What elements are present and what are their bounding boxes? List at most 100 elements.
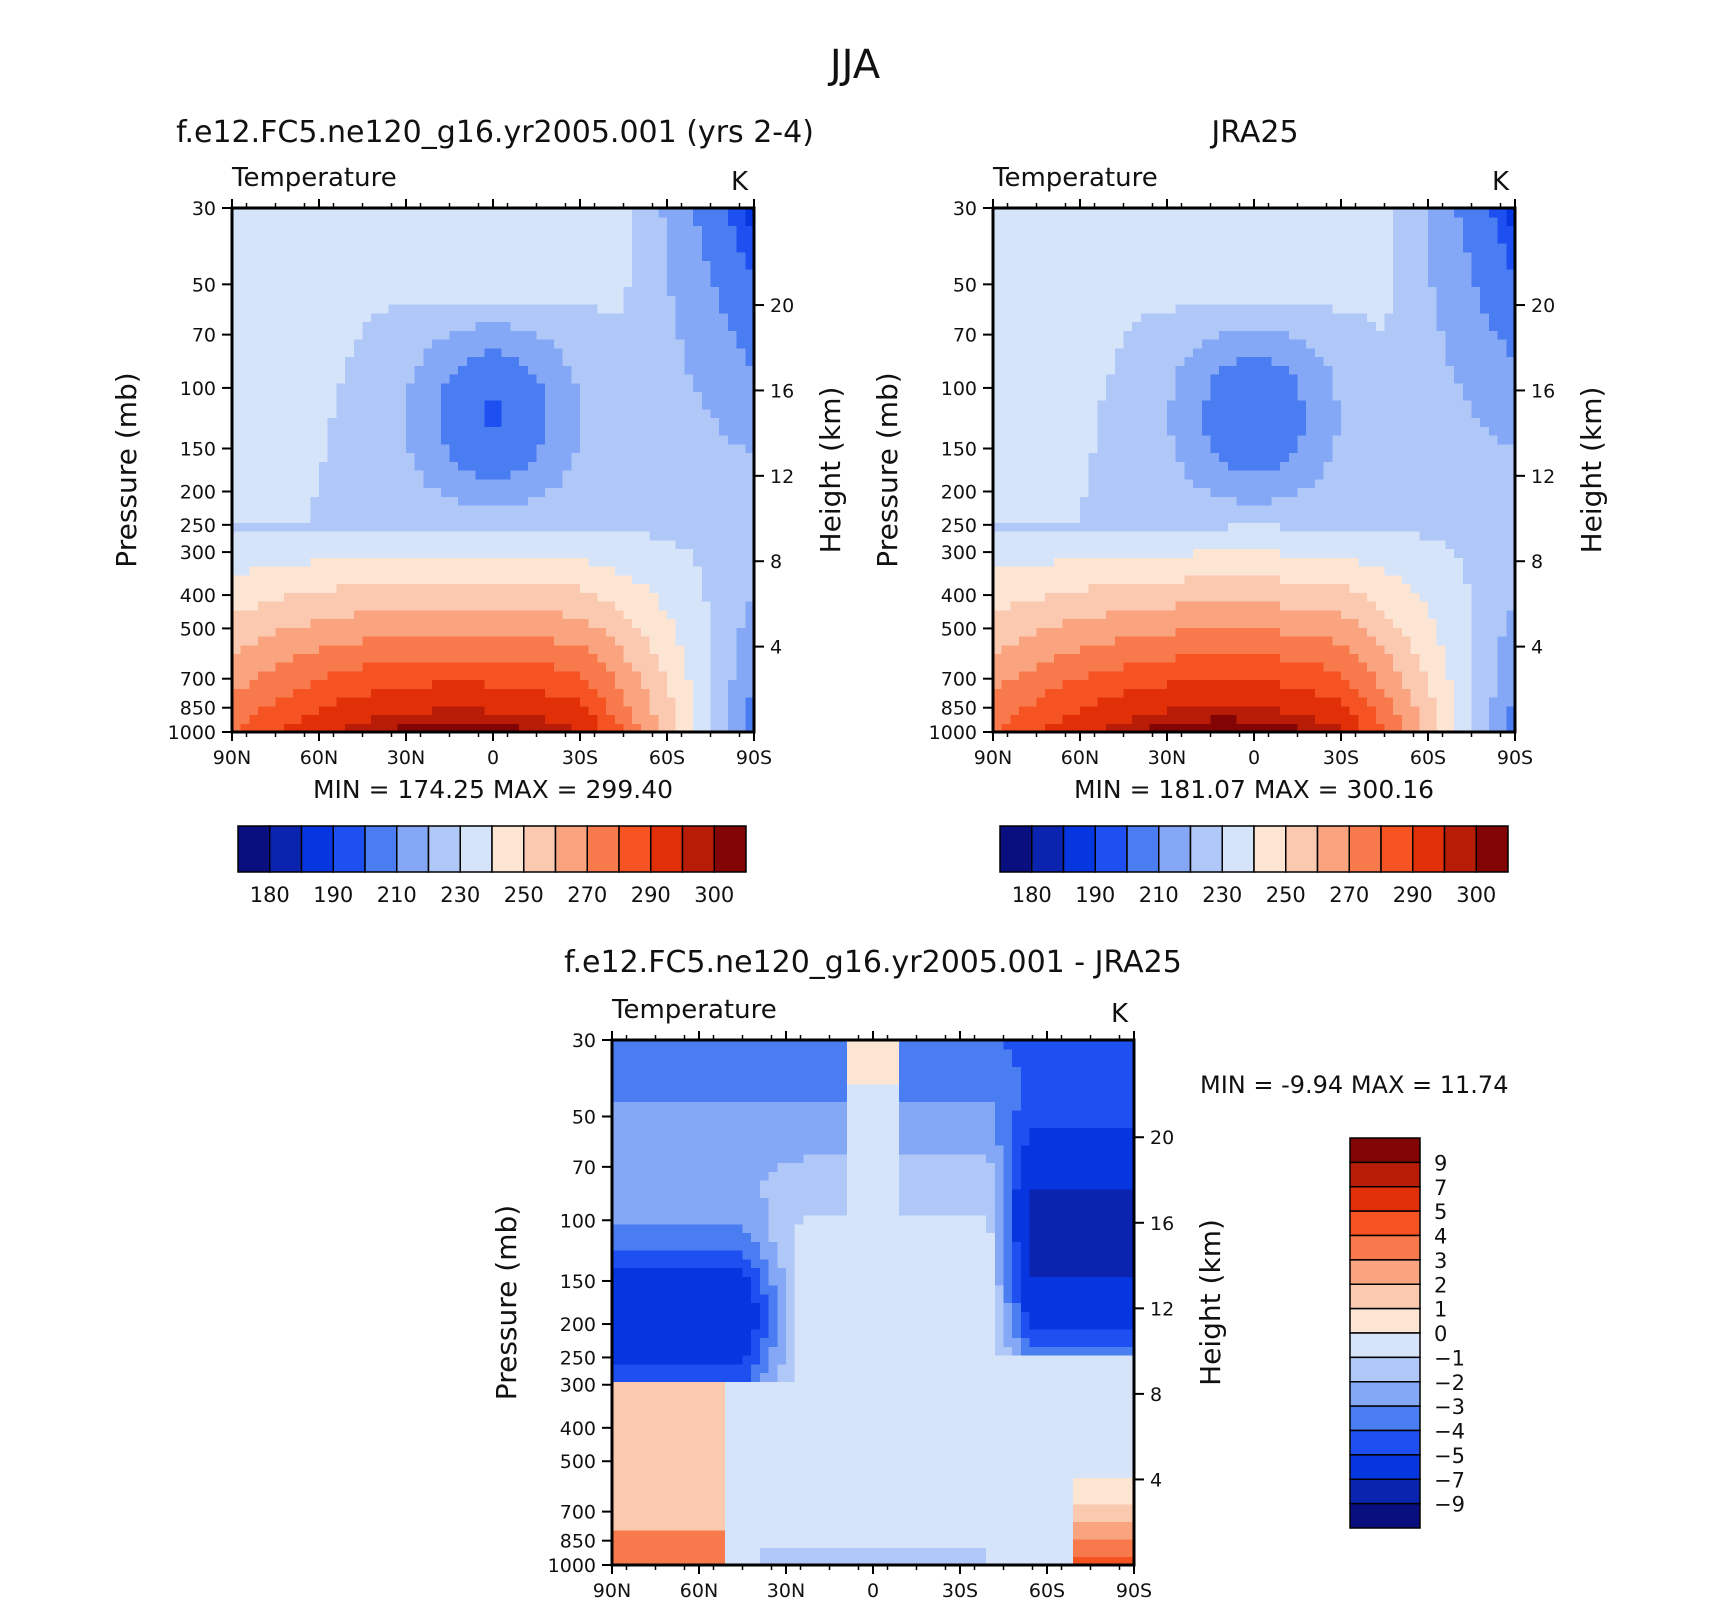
field-cell: [240, 435, 250, 445]
field-cell: [1062, 653, 1072, 663]
field-cell: [667, 592, 677, 602]
field-cell: [632, 688, 642, 698]
field-cell: [449, 487, 459, 497]
field-cell: [466, 557, 477, 567]
field-cell: [510, 592, 520, 602]
field-cell: [1088, 269, 1098, 279]
field-cell: [501, 277, 511, 288]
field-cell: [510, 548, 520, 558]
field-cell: [449, 304, 459, 314]
field-cell: [240, 452, 250, 462]
field-cell: [710, 312, 720, 323]
field-cell: [1080, 487, 1090, 497]
field-cell: [693, 531, 703, 541]
field-cell: [1149, 662, 1159, 672]
field-cell: [249, 592, 259, 602]
field-cell: [1106, 487, 1116, 497]
field-cell: [667, 435, 677, 445]
field-cell: [345, 548, 355, 558]
field-cell: [727, 435, 738, 445]
field-cell: [719, 408, 729, 419]
field-cell: [675, 670, 685, 681]
field-cell: [284, 513, 294, 523]
field-cell: [727, 365, 738, 375]
field-cell: [1123, 286, 1133, 296]
field-cell: [606, 242, 616, 253]
field-cell: [1106, 295, 1116, 305]
field-cell: [1027, 548, 1038, 558]
field-cell: [240, 234, 250, 244]
field-cell: [249, 347, 259, 358]
field-cell: [693, 408, 703, 419]
field-cell: [301, 251, 311, 261]
field-cell: [240, 426, 250, 436]
field-cell: [684, 583, 694, 593]
field-cell: [493, 356, 503, 366]
field-cell: [597, 242, 607, 253]
field-cell: [449, 478, 459, 489]
field-cell: [649, 504, 659, 515]
field-cell: [310, 557, 320, 567]
field-cell: [458, 531, 468, 541]
field-cell: [501, 408, 511, 419]
field-cell: [406, 365, 416, 375]
field-cell: [545, 618, 555, 628]
field-cell: [510, 408, 520, 419]
field-cell: [667, 714, 677, 724]
field-cell: [588, 592, 598, 602]
field-cell: [440, 601, 451, 611]
field-cell: [658, 522, 668, 532]
field-cell: [667, 356, 677, 366]
field-cell: [623, 426, 633, 436]
field-cell: [606, 635, 616, 646]
field-cell: [632, 487, 642, 497]
field-cell: [466, 452, 477, 462]
field-cell: [588, 522, 598, 532]
field-cell: [1149, 487, 1159, 497]
field-cell: [379, 522, 390, 532]
field-cell: [536, 260, 546, 270]
field-cell: [484, 557, 494, 567]
field-cell: [623, 522, 633, 532]
field-cell: [501, 697, 511, 707]
field-cell: [1158, 644, 1168, 654]
field-cell: [588, 723, 598, 733]
field-cell: [710, 601, 720, 611]
field-cell: [571, 373, 581, 384]
field-cell: [414, 679, 424, 689]
field-cell: [1123, 618, 1133, 628]
field-cell: [640, 670, 651, 681]
field-cell: [1114, 400, 1125, 410]
field-cell: [684, 400, 694, 410]
field-cell: [388, 347, 398, 358]
field-cell: [414, 539, 424, 550]
field-cell: [1071, 304, 1081, 314]
field-cell: [414, 304, 424, 314]
field-cell: [649, 714, 659, 724]
field-cell: [466, 234, 477, 244]
field-cell: [571, 714, 581, 724]
field-cell: [258, 487, 268, 497]
field-cell: [1071, 618, 1081, 628]
field-cell: [345, 417, 355, 427]
field-cell: [519, 566, 529, 576]
field-cell: [719, 452, 729, 462]
field-cell: [232, 312, 242, 323]
field-cell: [684, 635, 694, 646]
field-cell: [449, 330, 459, 340]
field-cell: [1132, 592, 1142, 602]
field-cell: [371, 714, 381, 724]
field-cell: [640, 627, 651, 637]
field-cell: [423, 426, 433, 436]
field-cell: [449, 365, 459, 375]
field-cell: [553, 592, 564, 602]
field-cell: [232, 373, 242, 384]
field-cell: [1036, 452, 1046, 462]
field-cell: [1036, 566, 1046, 576]
field-cell: [658, 347, 668, 358]
field-cell: [1053, 286, 1064, 296]
field-cell: [701, 426, 712, 436]
field-cell: [1132, 609, 1142, 620]
field-cell: [1106, 251, 1116, 261]
field-cell: [1027, 216, 1038, 227]
